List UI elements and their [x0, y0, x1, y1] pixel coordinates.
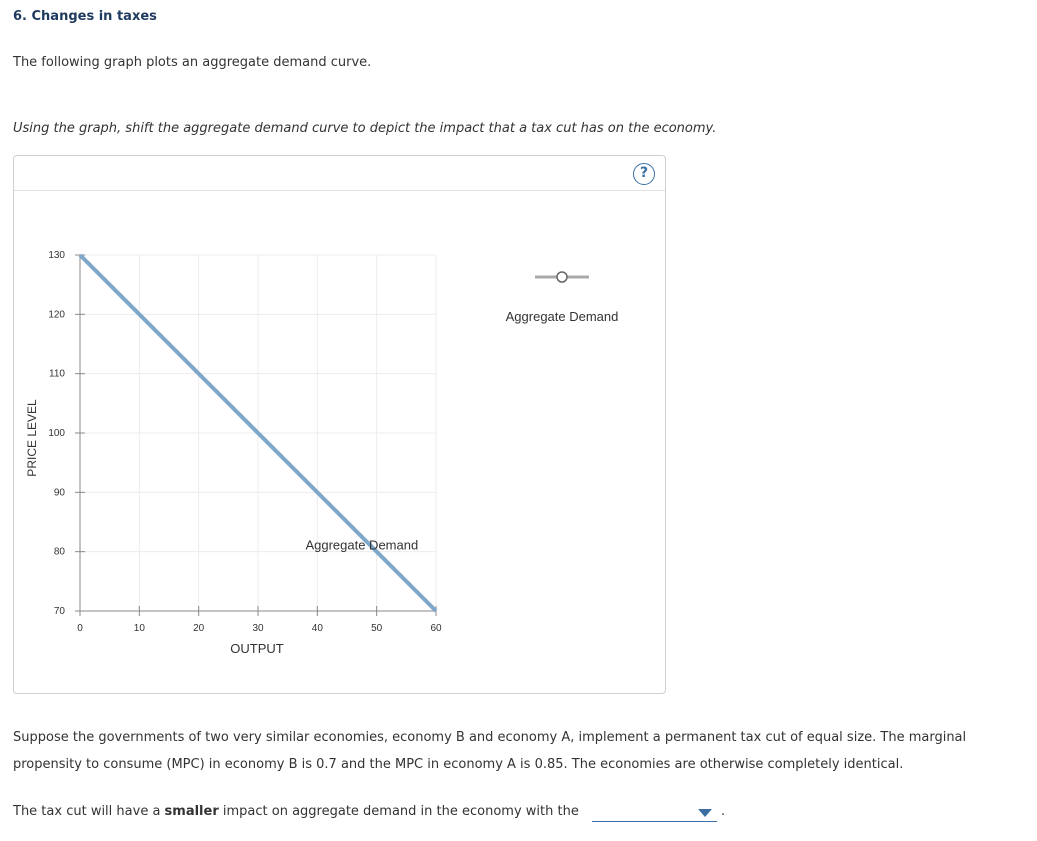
aggregate-demand-curve[interactable]: [78, 253, 438, 613]
panel-header-divider: [14, 190, 665, 191]
question-period: .: [721, 804, 726, 819]
section-title: 6. Changes in taxes: [13, 9, 157, 24]
y-tick-label: 110: [49, 369, 65, 380]
palette-tool-label: Aggregate Demand: [506, 309, 619, 324]
question-before: The tax cut will have a: [13, 804, 165, 819]
answer-dropdown[interactable]: [592, 806, 717, 822]
chevron-down-icon: [698, 809, 712, 817]
series[interactable]: [78, 253, 438, 613]
question-text: The tax cut will have a smaller impact o…: [13, 804, 579, 819]
x-tick-label: 50: [371, 623, 383, 634]
chart: 0 10 20 30 40 50 60 70 80 90 100 110 120 130 OUTPUT P…: [25, 250, 619, 656]
y-tick-label: 70: [54, 606, 66, 617]
y-axis-title: PRICE LEVEL: [25, 399, 39, 477]
x-tick-label: 0: [77, 623, 83, 634]
intro-text: The following graph plots an aggregate d…: [13, 55, 372, 70]
scenario-paragraph: Suppose the governments of two very simi…: [13, 730, 967, 772]
curve-label: Aggregate Demand: [305, 538, 418, 553]
y-tick-label: 90: [54, 487, 66, 498]
palette-aggregate-demand-tool[interactable]: Aggregate Demand: [506, 271, 619, 324]
y-tick-label: 80: [54, 547, 66, 558]
x-tick-label: 20: [193, 623, 205, 634]
y-tick-label: 100: [48, 428, 65, 439]
x-tick-label: 10: [134, 623, 146, 634]
question-emphasis: smaller: [164, 804, 219, 819]
x-tick-label: 30: [252, 623, 264, 634]
question-after: impact on aggregate demand in the econom…: [218, 804, 579, 819]
ticks: 0 10 20 30 40 50 60 70 80 90 100 110 120 130: [48, 250, 442, 634]
y-tick-label: 130: [48, 250, 65, 261]
instruction-text: Using the graph, shift the aggregate dem…: [13, 121, 717, 136]
palette-point-icon: [556, 271, 568, 283]
y-tick-label: 120: [48, 309, 65, 320]
x-tick-label: 40: [312, 623, 324, 634]
help-icon[interactable]: ?: [633, 163, 655, 185]
graph-panel: ? 0 10 20 30 40 50 60 70 80 90 100 110 120 130 OUTPUT…: [13, 155, 666, 694]
x-axis-title: OUTPUT: [230, 641, 284, 656]
x-tick-label: 60: [430, 623, 442, 634]
